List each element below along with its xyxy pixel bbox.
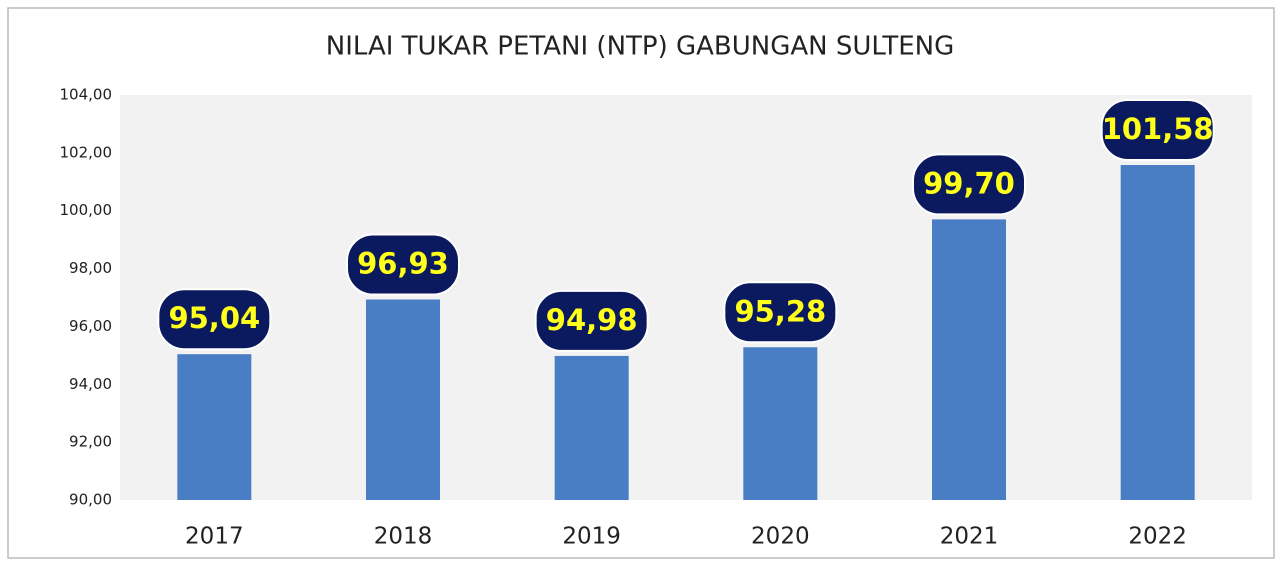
data-label: 95,28 — [734, 294, 826, 328]
bar — [932, 219, 1006, 500]
y-tick-label: 104,00 — [60, 86, 113, 104]
data-label: 94,98 — [546, 303, 638, 337]
data-label-box — [1100, 99, 1215, 162]
y-tick-label: 98,00 — [69, 259, 112, 277]
data-label: 96,93 — [357, 247, 449, 281]
x-tick-label: 2020 — [751, 524, 810, 550]
x-tick-label: 2019 — [562, 524, 621, 550]
bar — [1120, 165, 1195, 500]
data-label-box — [723, 281, 838, 344]
data-label: 99,70 — [923, 166, 1015, 200]
y-tick-label: 92,00 — [69, 433, 112, 451]
plot-area — [120, 95, 1252, 500]
bar — [743, 347, 818, 500]
data-label: 95,04 — [168, 301, 260, 335]
x-tick-label: 2022 — [1128, 524, 1187, 550]
data-label-box — [346, 233, 460, 296]
data-label-box — [157, 288, 272, 351]
data-label: 101,58 — [1102, 112, 1214, 146]
y-tick-label: 96,00 — [69, 317, 112, 335]
bar — [177, 354, 252, 500]
chart-title: NILAI TUKAR PETANI (NTP) GABUNGAN SULTEN… — [326, 32, 954, 62]
bar — [554, 355, 629, 500]
y-tick-label: 100,00 — [60, 201, 113, 219]
data-label-box — [912, 153, 1026, 216]
x-tick-label: 2018 — [374, 524, 433, 550]
bar — [366, 299, 440, 500]
data-label-box — [534, 289, 649, 352]
x-tick-label: 2021 — [940, 524, 999, 550]
y-tick-label: 90,00 — [69, 491, 112, 509]
y-tick-label: 102,00 — [60, 143, 113, 161]
x-tick-label: 2017 — [185, 524, 244, 550]
y-tick-label: 94,00 — [69, 375, 112, 393]
